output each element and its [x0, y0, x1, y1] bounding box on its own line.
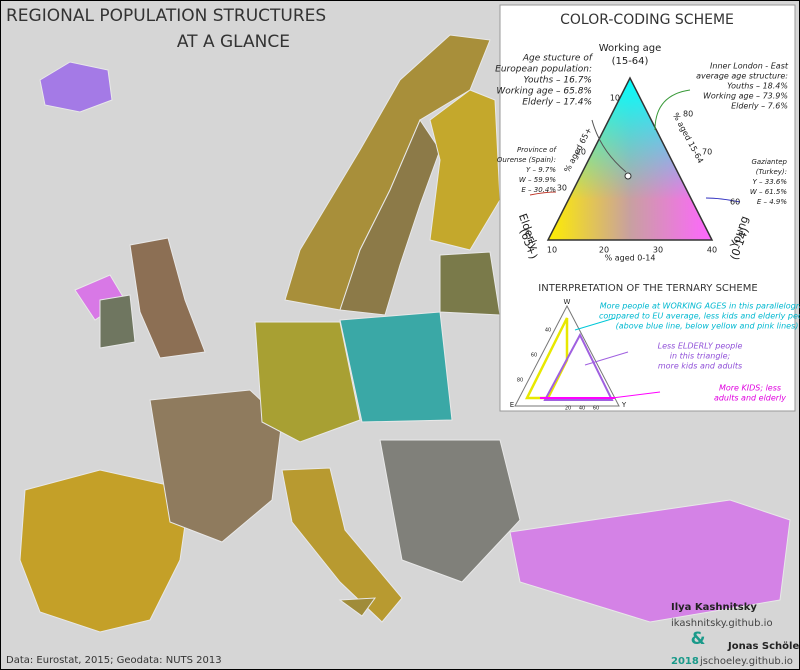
tick-label: 60	[593, 406, 599, 412]
tick-label: 70	[702, 148, 712, 157]
france	[149, 389, 283, 543]
gaziantep-note: (Turkey):	[756, 168, 787, 176]
source: Data: Eurostat, 2015; Geodata: NUTS 2013	[6, 655, 222, 666]
eu-average-note: Working age – 65.8%	[496, 87, 592, 97]
interpretation-title: INTERPRETATION OF THE TERNARY SCHEME	[538, 283, 757, 294]
apex-label: Working age	[599, 43, 662, 54]
kids-note: More KIDS; less	[719, 384, 781, 393]
gaziantep-note: Gaziantep	[751, 158, 787, 166]
ourense-note: E – 30.4%	[521, 186, 556, 194]
map	[19, 34, 791, 633]
ourense-pointer	[529, 191, 557, 196]
tick-label: 60	[730, 198, 740, 207]
working-note: More people at WORKING AGES in this para…	[600, 302, 800, 311]
working-note: compared to EU average, less kids and el…	[599, 312, 800, 321]
axis-label: % aged 0-14	[605, 254, 656, 263]
elderly-note: Less ELDERLY people	[658, 342, 743, 351]
tick-label: 30	[557, 184, 567, 193]
ternary-triangle	[546, 76, 714, 241]
balkans	[379, 439, 521, 583]
london-note: Working age – 73.9%	[703, 92, 788, 101]
tick-label: 80	[683, 110, 693, 119]
tick-label: 20	[576, 148, 586, 157]
tick-label: 10	[547, 246, 557, 255]
london-note: Youths – 18.4%	[727, 82, 788, 91]
author: Ilya Kashnitsky	[671, 602, 757, 613]
kids-pointer	[611, 391, 661, 399]
italy	[281, 467, 403, 623]
baltics	[439, 251, 501, 316]
tick-label: 30	[653, 246, 663, 255]
elderly-triangle	[543, 332, 614, 401]
apex-label: (15-64)	[612, 56, 649, 67]
tick-label: 10	[610, 94, 620, 103]
germany	[254, 321, 361, 443]
london-note: Elderly – 7.6%	[731, 102, 788, 111]
elderly-pointer	[584, 351, 629, 366]
gaziantep-note: Y – 33.6%	[753, 178, 788, 186]
eu-average-note: Age stucture of	[522, 54, 594, 64]
gaziantep-note: E – 4.9%	[757, 198, 788, 206]
corner-label: W	[564, 298, 571, 306]
poland	[339, 311, 453, 423]
london-note: Inner London - East	[710, 62, 789, 71]
ourense-note: Y – 9.7%	[526, 166, 556, 174]
sicily	[338, 597, 377, 617]
title: AT A GLANCE	[177, 32, 290, 52]
eu-average-note: Youths – 16.7%	[524, 76, 592, 86]
finland	[429, 89, 501, 251]
eu-pointer	[591, 119, 627, 173]
ireland	[99, 294, 136, 349]
tick-label: 60	[531, 353, 537, 359]
britain	[129, 237, 206, 359]
tick-label: 20	[565, 406, 571, 412]
kids-note: adults and elderly	[714, 394, 786, 403]
gaziantep-pointer	[705, 197, 741, 203]
tick-label: 40	[579, 406, 585, 412]
eu-average-note: Elderly – 17.4%	[522, 98, 592, 108]
london-note: average age structure:	[696, 72, 788, 81]
iberia	[19, 469, 191, 633]
working-note: (above blue line, below yellow and pink …	[616, 322, 799, 331]
tick-label: 80	[517, 378, 523, 384]
tick-label: 40	[707, 246, 717, 255]
eu-average-note: European population:	[495, 65, 592, 75]
iceland	[39, 61, 113, 113]
corner-label: Y	[621, 401, 627, 409]
ampersand: &	[691, 629, 706, 649]
turkey	[509, 499, 791, 623]
gaziantep-note: W – 61.5%	[750, 188, 787, 196]
author: Jonas Schöley	[727, 641, 800, 652]
eu-average-point	[624, 172, 632, 180]
working-pointer	[574, 317, 616, 331]
year: 2018	[671, 656, 699, 667]
elderly-note: in this triangle;	[670, 352, 731, 361]
corner-label: E	[510, 401, 514, 409]
ourense-note: Province of	[517, 146, 558, 154]
tick-label: 20	[599, 246, 609, 255]
title: REGIONAL POPULATION STRUCTURES	[6, 6, 326, 26]
elderly-note: more kids and adults	[658, 362, 742, 371]
author-site: jschoeley.github.io	[699, 656, 793, 667]
london-pointer	[654, 89, 691, 131]
legend-title: COLOR-CODING SCHEME	[560, 12, 734, 28]
tick-label: 40	[545, 328, 551, 334]
ourense-note: Ourense (Spain):	[497, 156, 556, 164]
author-site: ikashnitsky.github.io	[671, 618, 773, 629]
ourense-note: W – 59.9%	[519, 176, 556, 184]
